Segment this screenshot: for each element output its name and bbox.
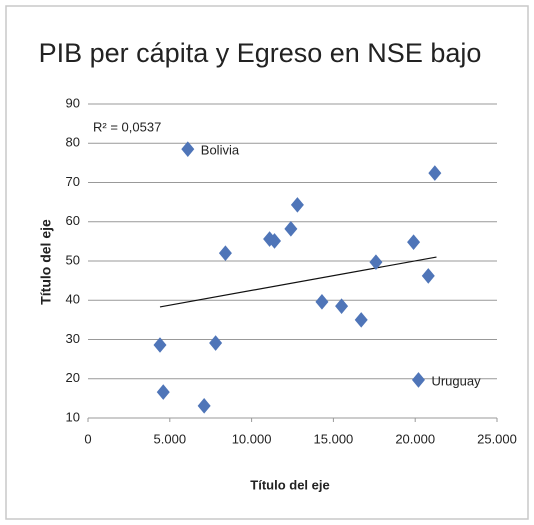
point [268,233,282,249]
x-tick-label: 0 [84,431,91,446]
y-tick-label: 60 [66,213,80,228]
y-axis-title: Título del eje [38,219,54,305]
x-tick-label: 10.000 [232,431,272,446]
point [197,398,211,414]
y-tick-label: 30 [66,331,80,346]
point [284,221,298,237]
y-tick-label: 70 [66,174,80,189]
x-tick-label: 20.000 [395,431,435,446]
point [315,294,329,310]
point [354,312,368,328]
point [428,165,442,181]
point [156,384,170,400]
point [407,234,421,250]
x-tick-label: 5.000 [154,431,187,446]
y-tick-label: 20 [66,370,80,385]
point-label: Bolivia [201,143,240,158]
point [263,231,277,247]
point [369,254,383,270]
x-axis-title: Título del eje [250,477,329,492]
point [290,197,304,213]
r-squared: R² = 0,0537 [93,119,161,134]
point [218,245,232,261]
x-tick-label: 15.000 [314,431,354,446]
point [335,298,349,314]
y-tick-label: 10 [66,409,80,424]
trendline [159,256,437,308]
point [421,268,435,284]
y-tick-label: 80 [66,135,80,150]
x-tick-label: 25.000 [477,431,517,446]
y-tick-label: 40 [66,292,80,307]
point [209,335,223,351]
chart-border [5,5,529,520]
y-tick-label: 90 [66,95,80,110]
chart-title: PIB per cápita y Egreso en NSE bajo [39,38,482,68]
point [181,141,195,157]
point [153,337,167,353]
y-tick-label: 50 [66,252,80,267]
point-label: Uruguay [431,373,481,388]
point [411,372,425,388]
